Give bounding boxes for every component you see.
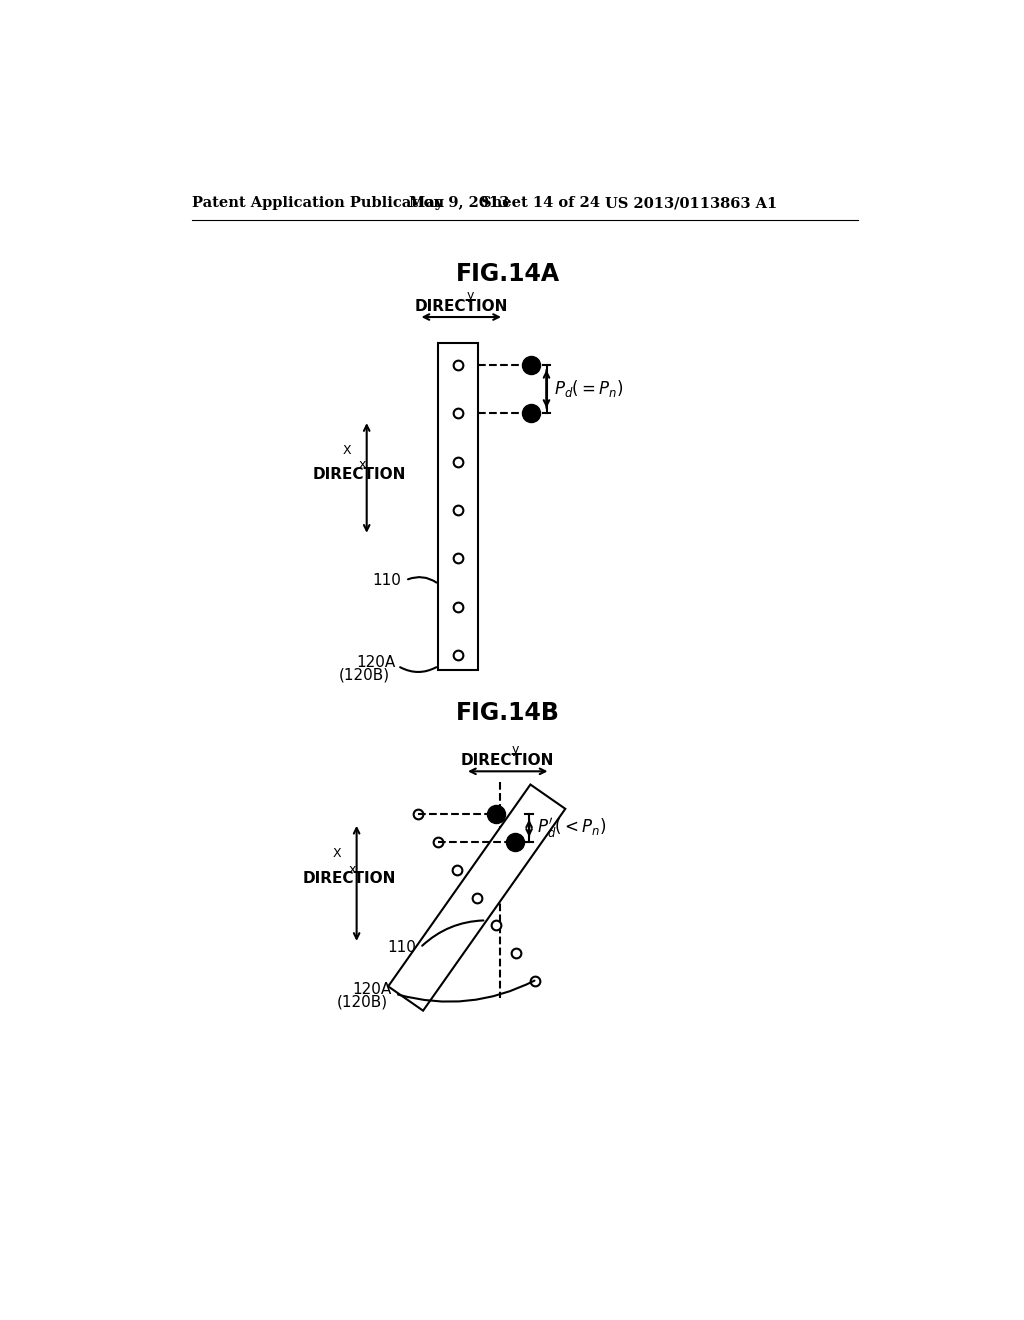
Text: y: y xyxy=(467,289,474,302)
Text: X: X xyxy=(333,847,342,861)
Text: 110: 110 xyxy=(387,940,417,956)
Text: DIRECTION: DIRECTION xyxy=(461,752,554,768)
Text: DIRECTION: DIRECTION xyxy=(415,298,508,314)
Text: 120A: 120A xyxy=(352,982,391,998)
Text: $P_d(=P_n)$: $P_d(=P_n)$ xyxy=(554,379,624,400)
Text: Patent Application Publication: Patent Application Publication xyxy=(191,197,443,210)
Text: 110: 110 xyxy=(372,573,400,587)
Text: DIRECTION: DIRECTION xyxy=(302,871,395,886)
Text: $P_d'(<P_n)$: $P_d'(<P_n)$ xyxy=(537,816,606,841)
Text: (120B): (120B) xyxy=(337,995,388,1010)
Text: X: X xyxy=(343,445,351,458)
Text: FIG.14A: FIG.14A xyxy=(456,261,560,286)
Text: x: x xyxy=(349,862,356,875)
Text: x: x xyxy=(359,458,367,471)
Text: May 9, 2013: May 9, 2013 xyxy=(409,197,509,210)
Text: (120B): (120B) xyxy=(339,668,390,682)
Text: Sheet 14 of 24: Sheet 14 of 24 xyxy=(480,197,600,210)
Text: 120A: 120A xyxy=(356,655,395,671)
Polygon shape xyxy=(388,784,565,1011)
Text: y: y xyxy=(512,743,519,756)
Bar xyxy=(438,343,478,671)
Text: FIG.14B: FIG.14B xyxy=(456,701,560,725)
Text: DIRECTION: DIRECTION xyxy=(312,466,406,482)
Text: US 2013/0113863 A1: US 2013/0113863 A1 xyxy=(604,197,777,210)
